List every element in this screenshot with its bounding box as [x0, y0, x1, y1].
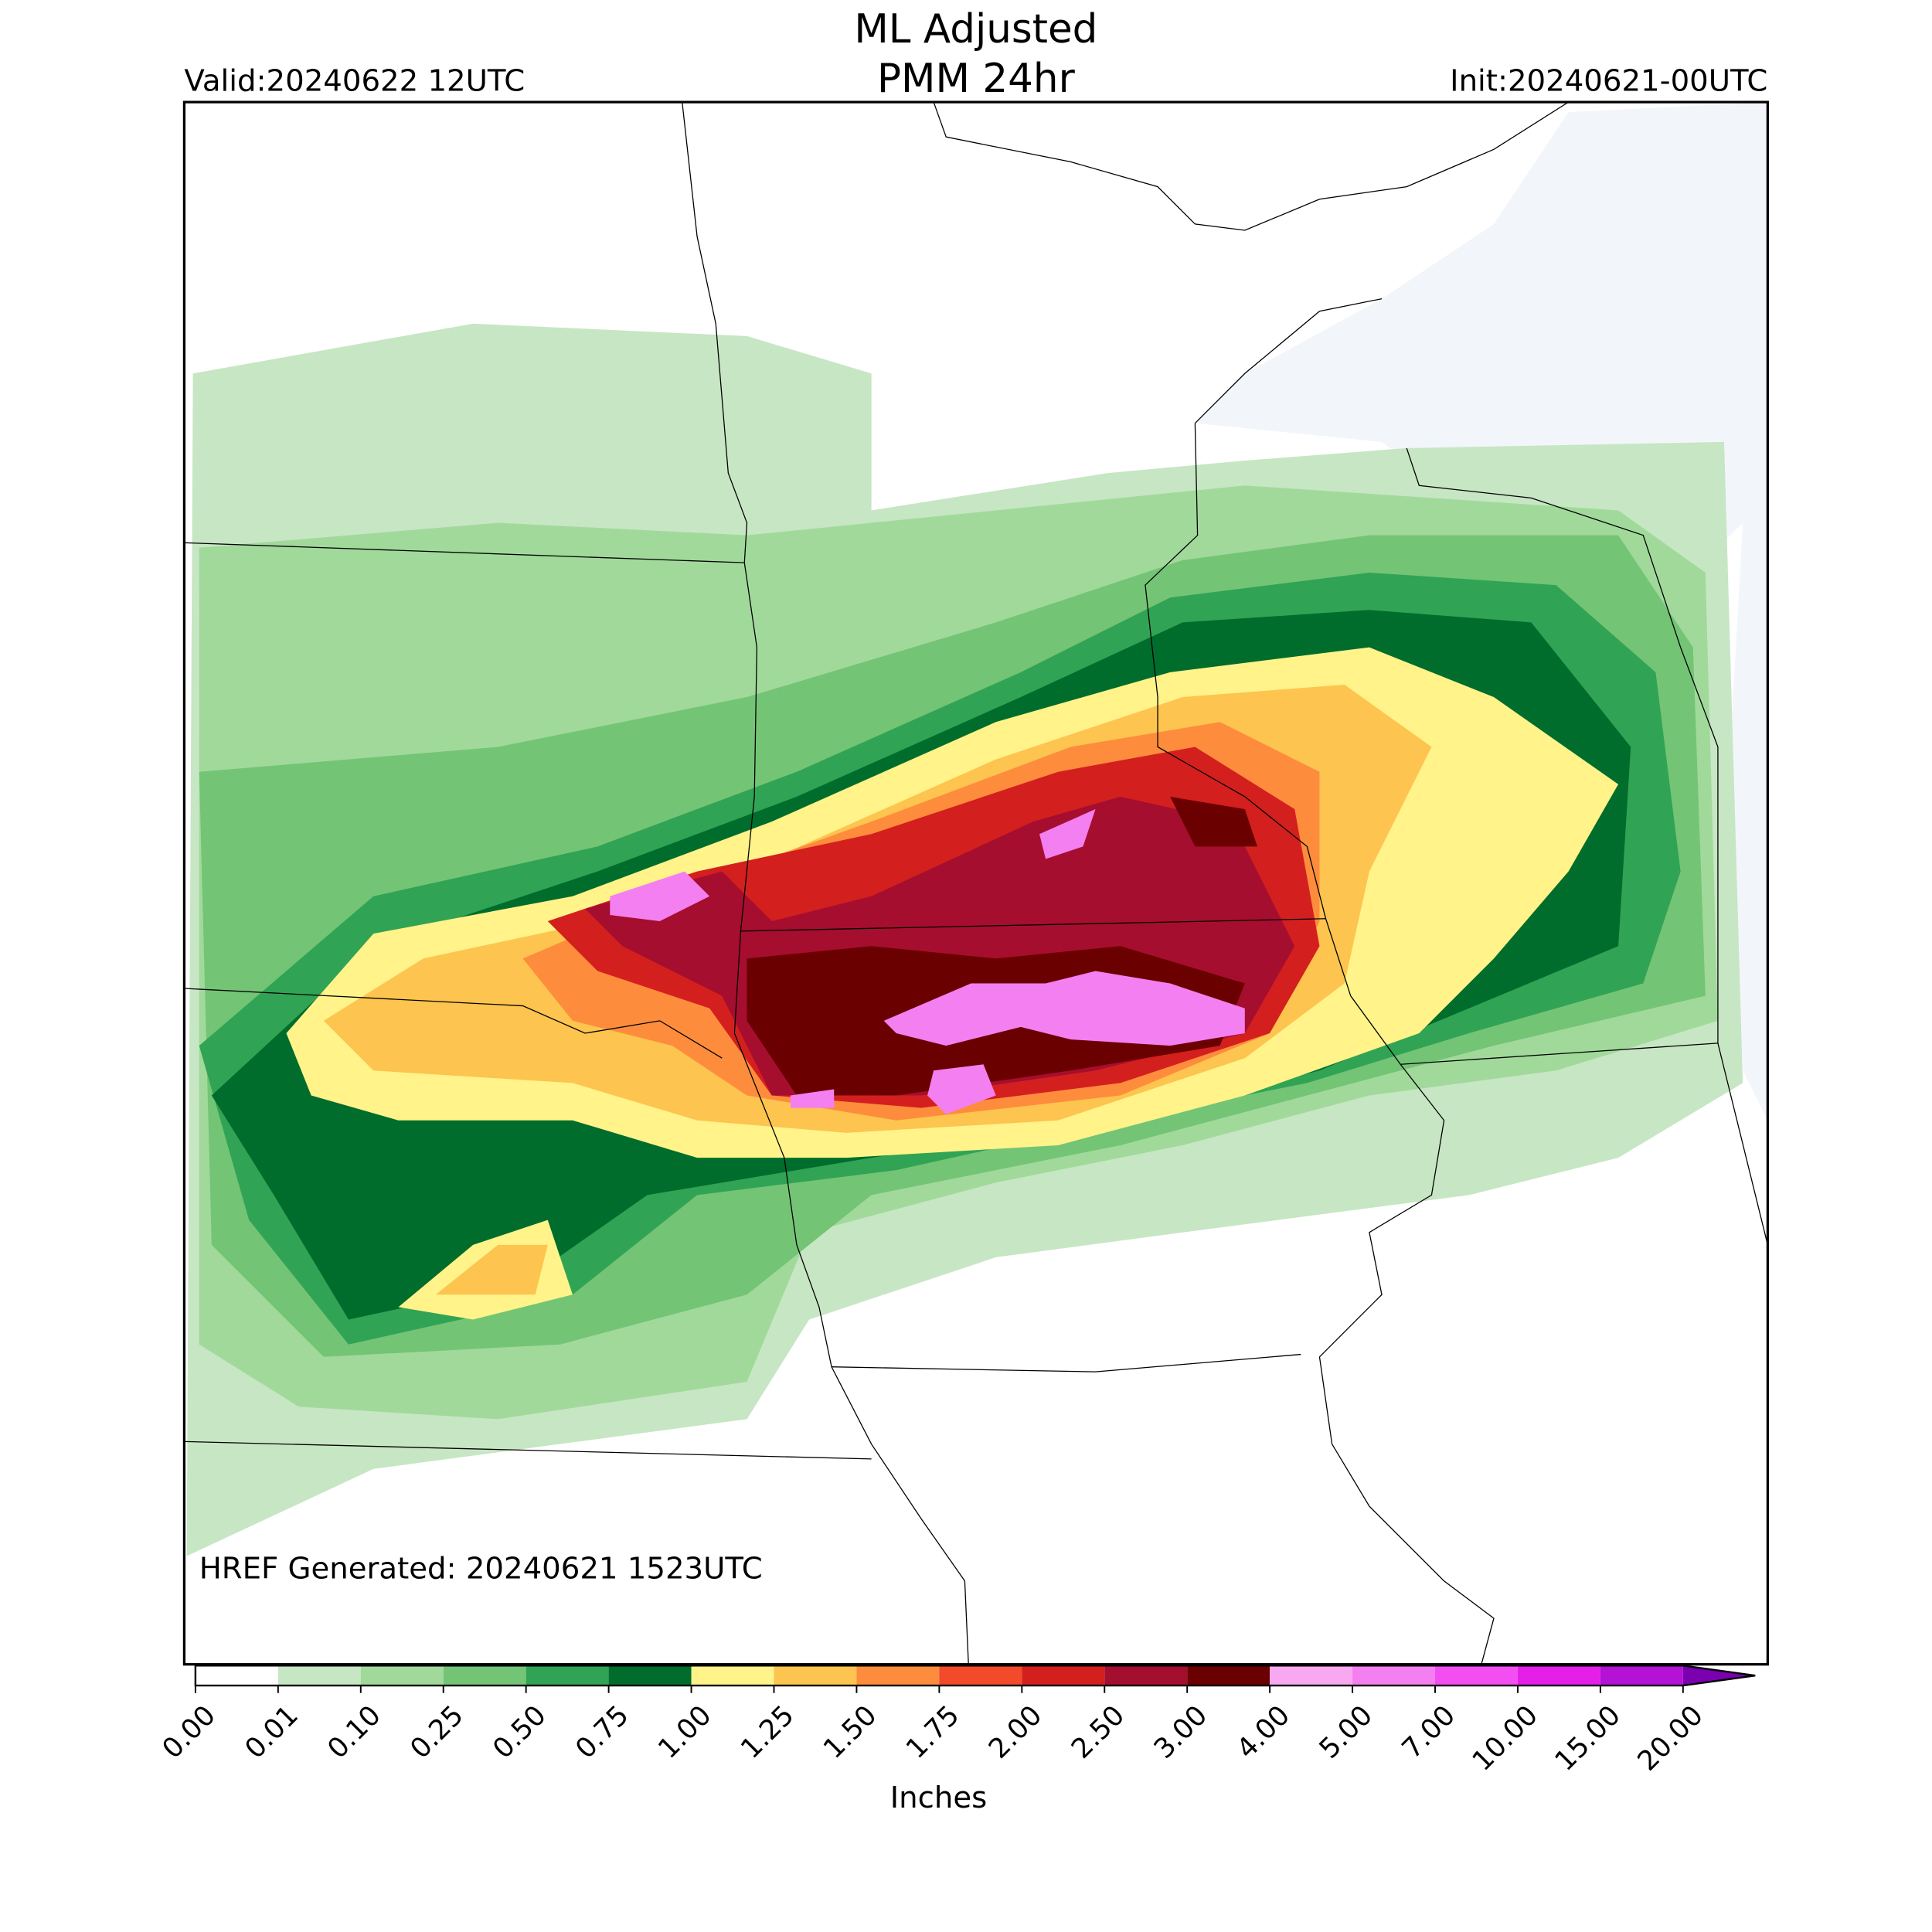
precip-area [610, 809, 1245, 1114]
lake [1195, 102, 1768, 1121]
colorbar-segment [939, 1665, 1022, 1686]
colorbar-tick-label: 0.00 [156, 1699, 222, 1765]
title-line: PMM 24hr [877, 56, 1076, 102]
colorbar-segment [526, 1665, 609, 1686]
colorbar-tick-label: 0.75 [570, 1699, 635, 1765]
colorbar-tick-label: 15.00 [1549, 1699, 1627, 1777]
map-frame [182, 100, 1769, 1666]
colorbar-tick-label: 0.10 [321, 1699, 387, 1765]
colorbar: 0.00 0.01 0.10 0.25 0.50 0.75 1.00 1.25 1.50 1.75… [156, 1665, 1756, 1777]
colorbar-segment [1270, 1665, 1353, 1686]
colorbar-segment [1435, 1665, 1518, 1686]
colorbar-segment [1022, 1665, 1105, 1686]
colorbar-tick-label: 5.00 [1313, 1699, 1379, 1765]
colorbar-tick-label: 2.00 [983, 1699, 1049, 1765]
colorbar-tick-label: 10.00 [1466, 1699, 1544, 1777]
valid-time: Valid:20240622 12UTC [184, 64, 525, 99]
colorbar-segment [443, 1665, 526, 1686]
state-borders [184, 102, 1768, 1665]
generated-time: HREF Generated: 20240621 1523UTC [199, 1552, 763, 1587]
colorbar-tick-label: 1.75 [900, 1699, 966, 1765]
colorbar-segment [195, 1665, 278, 1686]
colorbar-tick-label: 3.00 [1148, 1699, 1214, 1765]
colorbar-label: Inches [890, 1781, 988, 1815]
colorbar-tick-label: 0.50 [487, 1699, 553, 1765]
colorbar-segment [1187, 1665, 1270, 1686]
colorbar-tick-label: 20.00 [1631, 1699, 1709, 1777]
colorbar-segment [691, 1665, 774, 1686]
colorbar-tick-label: 0.01 [239, 1699, 304, 1765]
colorbar-tick-label: 0.25 [404, 1699, 470, 1765]
colorbar-tick-label: 1.50 [818, 1699, 883, 1765]
colorbar-tick-label: 1.00 [652, 1699, 718, 1765]
colorbar-segment [1352, 1665, 1436, 1686]
colorbar-segment [1600, 1665, 1683, 1686]
colorbar-tick-label: 1.25 [735, 1699, 801, 1765]
colorbar-tick-label: 7.00 [1396, 1699, 1461, 1765]
colorbar-segment [856, 1665, 940, 1686]
colorbar-segment [774, 1665, 857, 1686]
colorbar-segment [1517, 1665, 1600, 1686]
colorbar-segment [360, 1665, 444, 1686]
colorbar-segment [608, 1665, 692, 1686]
colorbar-segment [277, 1665, 361, 1686]
colorbar-tick-label: 4.00 [1230, 1699, 1296, 1765]
colorbar-frame [194, 1665, 1756, 1687]
title-line: ML Adjusted [854, 6, 1097, 53]
map [182, 100, 1769, 1666]
colorbar-extend [1682, 1665, 1756, 1686]
colorbar-tick-label: 2.50 [1066, 1699, 1131, 1765]
colorbar-segment [1104, 1665, 1188, 1686]
init-time: Init:20240621-00UTC [1450, 64, 1767, 99]
